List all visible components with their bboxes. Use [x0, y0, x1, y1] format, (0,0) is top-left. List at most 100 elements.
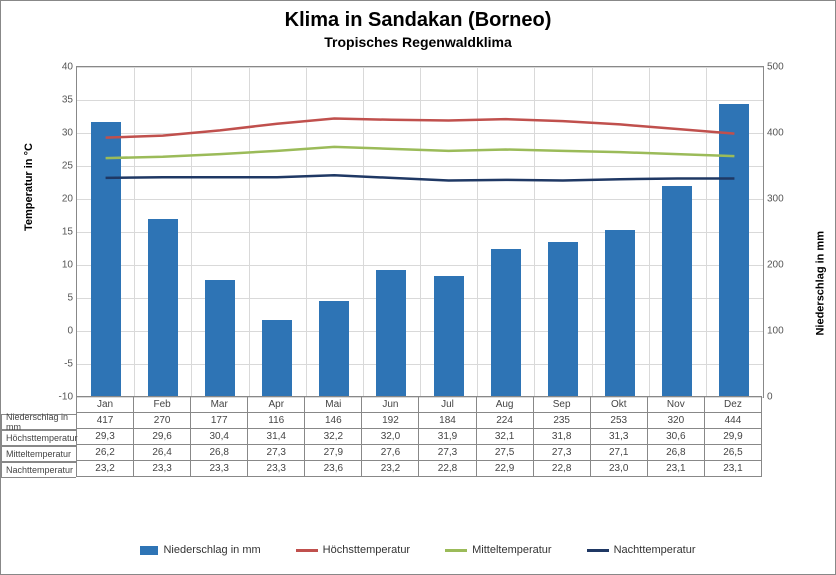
table-cell: 116: [248, 413, 305, 429]
legend: Niederschlag in mm Höchsttemperatur Mitt…: [1, 544, 835, 556]
table-cell: 23,2: [77, 461, 134, 477]
table-cell: 23,0: [590, 461, 647, 477]
table-cell: 23,3: [248, 461, 305, 477]
table-cell: 29,9: [704, 429, 761, 445]
table-cell: 30,6: [647, 429, 704, 445]
table-cell: 32,2: [305, 429, 362, 445]
chart-subtitle: Tropisches Regenwaldklima: [1, 34, 835, 50]
row-header: Niederschlag in mm: [1, 414, 76, 430]
y-tick-left: 20: [62, 194, 77, 205]
table-cell: 23,3: [191, 461, 248, 477]
table-cell: 23,1: [704, 461, 761, 477]
table-cell: 29,6: [134, 429, 191, 445]
month-header: Nov: [647, 397, 704, 413]
chart-container: Klima in Sandakan (Borneo) Tropisches Re…: [0, 0, 836, 575]
legend-item-low: Nachttemperatur: [587, 544, 696, 556]
table-cell: 26,2: [77, 445, 134, 461]
legend-swatch-line: [296, 549, 318, 552]
month-header: Jun: [362, 397, 419, 413]
y-axis-right-title: Niederschlag in mm: [815, 231, 827, 336]
table-cell: 31,4: [248, 429, 305, 445]
table-cell: 27,5: [476, 445, 533, 461]
table-cell: 27,3: [533, 445, 590, 461]
table-cell: 23,2: [362, 461, 419, 477]
table-cell: 26,5: [704, 445, 761, 461]
legend-swatch-bar: [140, 546, 158, 555]
legend-item-high: Höchsttemperatur: [296, 544, 410, 556]
month-header: Aug: [476, 397, 533, 413]
y-tick-left: 15: [62, 227, 77, 238]
table-cell: 417: [77, 413, 134, 429]
table-cell: 26,8: [647, 445, 704, 461]
table-cell: 320: [647, 413, 704, 429]
legend-item-mean: Mitteltemperatur: [445, 544, 551, 556]
line-overlay: [77, 67, 763, 397]
table-cell: 31,3: [590, 429, 647, 445]
legend-label: Mitteltemperatur: [472, 544, 551, 556]
row-header: Nachttemperatur: [1, 462, 76, 478]
table-cell: 31,8: [533, 429, 590, 445]
table-cell: 224: [476, 413, 533, 429]
legend-item-precip: Niederschlag in mm: [140, 544, 260, 556]
table-cell: 23,6: [305, 461, 362, 477]
table-cell: 26,8: [191, 445, 248, 461]
y-tick-left: 10: [62, 260, 77, 271]
table-cell: 146: [305, 413, 362, 429]
table-cell: 23,1: [647, 461, 704, 477]
table-cell: 177: [191, 413, 248, 429]
table-cell: 22,8: [533, 461, 590, 477]
table-cell: 31,9: [419, 429, 476, 445]
month-header: Jan: [77, 397, 134, 413]
y-axis-left-title: Temperatur in °C: [23, 143, 35, 231]
month-header: Mar: [191, 397, 248, 413]
y-tick-right: 300: [763, 194, 784, 205]
month-header: Dez: [704, 397, 761, 413]
y-tick-right: 0: [763, 392, 773, 403]
series-line-low: [106, 175, 735, 180]
table-cell: 235: [533, 413, 590, 429]
table-cell: 22,9: [476, 461, 533, 477]
y-tick-left: 35: [62, 95, 77, 106]
y-tick-left: 25: [62, 161, 77, 172]
y-tick-left: 40: [62, 62, 77, 73]
table-cell: 26,4: [134, 445, 191, 461]
month-header: Mai: [305, 397, 362, 413]
y-tick-right: 100: [763, 326, 784, 337]
table-cell: 253: [590, 413, 647, 429]
legend-swatch-line: [445, 549, 467, 552]
table-cell: 270: [134, 413, 191, 429]
table-cell: 27,3: [419, 445, 476, 461]
table-cell: 22,8: [419, 461, 476, 477]
table-cell: 27,6: [362, 445, 419, 461]
table-cell: 184: [419, 413, 476, 429]
table-cell: 29,3: [77, 429, 134, 445]
table-cell: 27,9: [305, 445, 362, 461]
row-header: Höchsttemperatur: [1, 430, 76, 446]
table-cell: 27,1: [590, 445, 647, 461]
y-tick-right: 500: [763, 62, 784, 73]
month-header: Sep: [533, 397, 590, 413]
table-cell: 32,1: [476, 429, 533, 445]
month-header: Feb: [134, 397, 191, 413]
y-tick-left: 30: [62, 128, 77, 139]
table-cell: 30,4: [191, 429, 248, 445]
y-tick-left: -10: [59, 392, 77, 403]
table-cell: 23,3: [134, 461, 191, 477]
series-line-mean: [106, 147, 735, 158]
chart-title: Klima in Sandakan (Borneo): [1, 9, 835, 32]
month-header: Jul: [419, 397, 476, 413]
y-tick-right: 400: [763, 128, 784, 139]
legend-label: Nachttemperatur: [614, 544, 696, 556]
y-tick-left: -5: [64, 359, 77, 370]
data-table: JanFebMarAprMaiJunJulAugSepOktNovDez4172…: [76, 396, 762, 477]
y-tick-left: 0: [67, 326, 77, 337]
month-header: Apr: [248, 397, 305, 413]
row-header: Mitteltemperatur: [1, 446, 76, 462]
plot-area: -10-505101520253035400100200300400500: [76, 66, 764, 398]
table-cell: 444: [704, 413, 761, 429]
y-tick-left: 5: [67, 293, 77, 304]
table-cell: 32,0: [362, 429, 419, 445]
series-line-high: [106, 118, 735, 137]
month-header: Okt: [590, 397, 647, 413]
legend-label: Höchsttemperatur: [323, 544, 410, 556]
